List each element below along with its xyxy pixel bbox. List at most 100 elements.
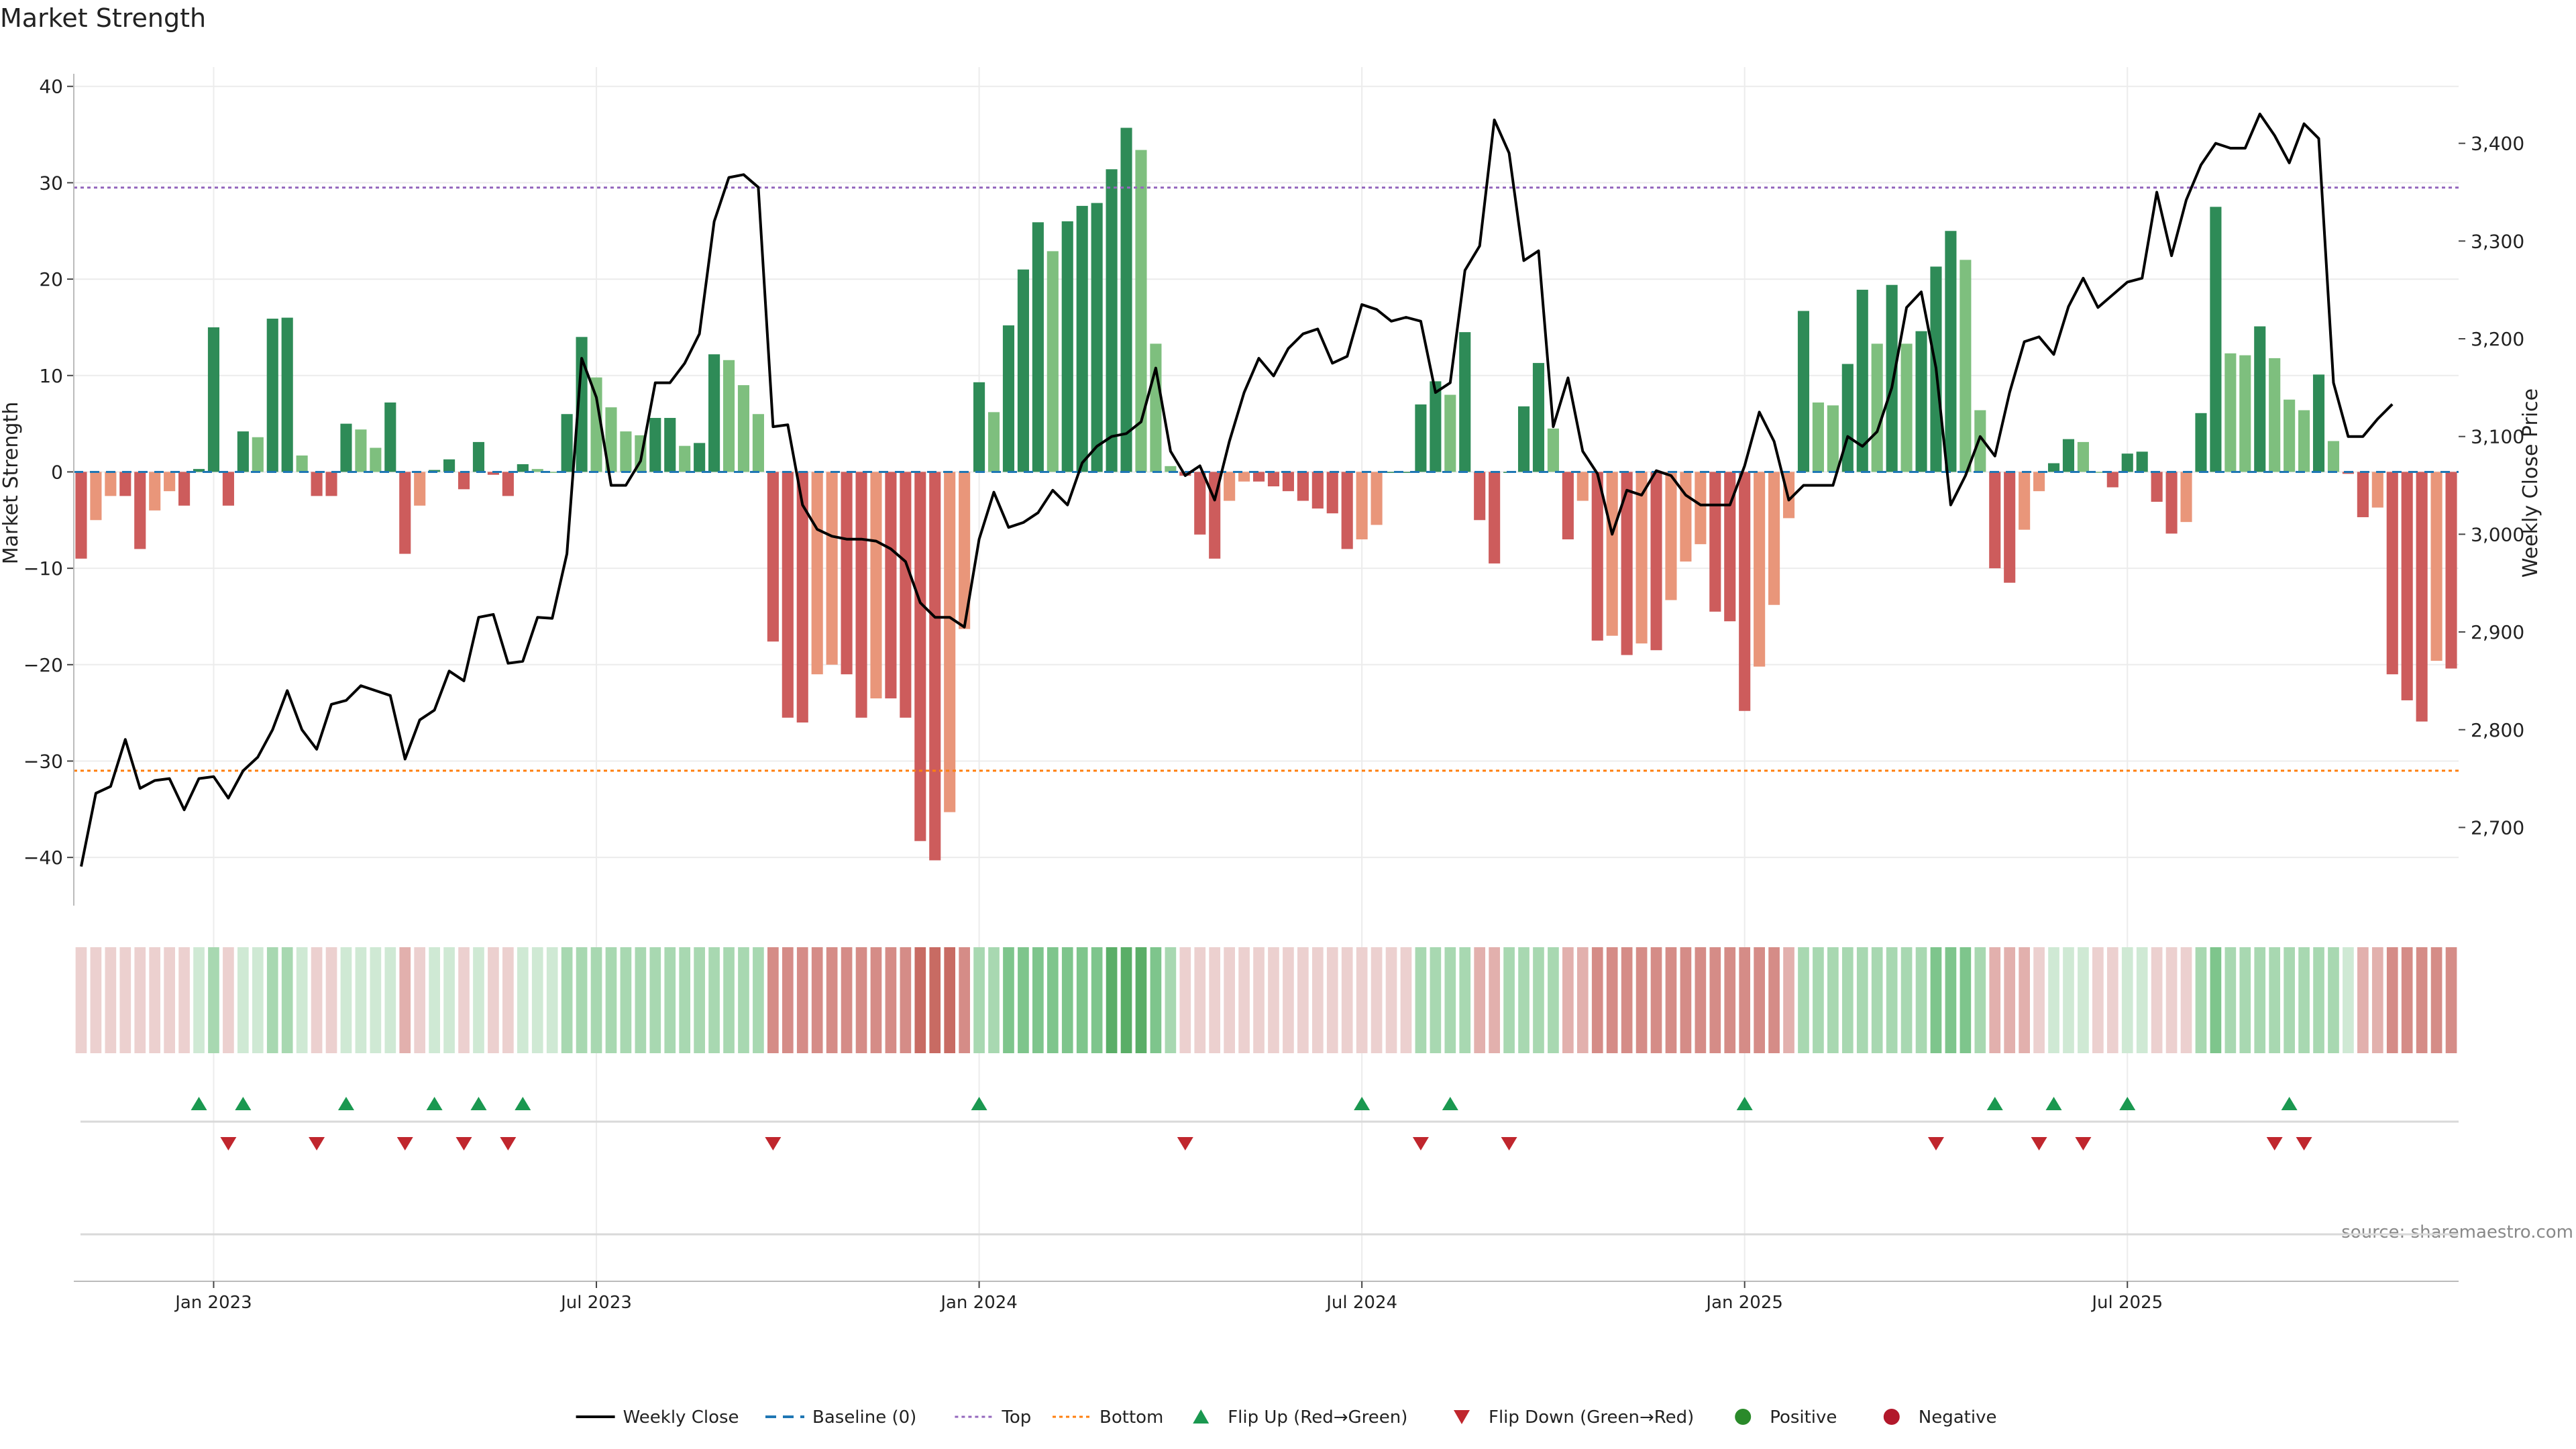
strength-bar [399,472,411,554]
heat-cell [1120,947,1132,1053]
strength-bar [1046,251,1059,472]
strength-bar [1547,428,1559,472]
flip-up-marker [337,1097,354,1110]
heat-cell [576,947,588,1053]
heat-cell [664,947,676,1053]
heat-cell [1018,947,1029,1053]
y2-tick-label: 2,700 [2471,816,2524,839]
legend-item-positive: Positive [1735,1407,1837,1428]
strength-bar [1709,472,1721,612]
heat-cell [517,947,529,1053]
strength-bar [1282,472,1294,492]
reference-lines [74,186,2459,772]
strength-bar [722,360,735,472]
heat-cell [1768,947,1780,1053]
heat-cell [738,947,749,1053]
strength-bar [2445,472,2457,669]
strength-bar [2357,472,2369,517]
heat-cell [1709,947,1721,1053]
heat-cell [1533,947,1544,1053]
heat-cell [1989,947,2001,1053]
heat-cell [796,947,808,1053]
strength-bar [164,472,176,492]
legend-label: Flip Up (Red→Green) [1228,1407,1407,1428]
heat-cell [1871,947,1883,1053]
legend-item-line: Weekly Close [576,1407,739,1428]
strength-bar [1120,127,1132,472]
heat-cell [885,947,897,1053]
strength-bar [1252,472,1265,482]
legend-swatch-negative [1883,1409,1900,1425]
heat-cell [1739,947,1751,1053]
heat-cell [90,947,102,1053]
y-tick-label: −10 [23,557,63,580]
heat-cell [281,947,293,1053]
strength-bar [193,469,205,472]
flip-up-marker [2119,1097,2136,1110]
heat-cell [620,947,632,1053]
flip-up-marker [1986,1097,2003,1110]
flip-up-marker [2045,1097,2062,1110]
heat-cell [1945,947,1957,1053]
strength-bar [1267,472,1280,486]
strength-bar [1841,364,1854,472]
heat-cell [1650,947,1662,1053]
flip-up-marker [426,1097,443,1110]
flip-down-marker [2031,1137,2047,1150]
heat-cell [914,947,926,1053]
strength-bar [2033,472,2045,492]
strength-bar [134,472,146,549]
heat-cell [870,947,882,1053]
heat-cell [2254,947,2266,1053]
heat-cell [1783,947,1794,1053]
strength-bar [105,472,117,496]
strength-bar [2136,451,2148,472]
strength-bar [1606,472,1618,636]
heat-cell [944,947,956,1053]
heat-cell [767,947,779,1053]
heat-cell [1621,947,1633,1053]
strength-bar [2430,472,2443,661]
heat-cell [1003,947,1014,1053]
heat-cell [811,947,823,1053]
y2-tick-label: 2,800 [2471,719,2524,741]
heat-cell [296,947,308,1053]
heat-cell [164,947,175,1053]
strength-bar [340,423,352,472]
heat-cell [502,947,514,1053]
heat-cell [237,947,249,1053]
strength-bar [2210,207,2222,472]
strength-bar [1635,472,1648,644]
flip-down-marker [2266,1137,2283,1150]
heat-cell [1032,947,1044,1053]
heat-cell [1224,947,1235,1053]
heat-cell [2004,947,2016,1053]
strength-bar [502,472,514,496]
y2-tick-label: 3,300 [2471,230,2524,252]
heat-cell [325,947,337,1053]
heat-cell [75,947,87,1053]
strength-bar [1827,405,1839,472]
y2-tick-label: 3,000 [2471,523,2524,545]
strength-bar [311,472,323,496]
heat-cell [605,947,617,1053]
heat-cell [1179,947,1191,1053]
strength-bar [1562,472,1574,540]
x-tick-label: Jul 2024 [1325,1293,1397,1313]
strength-bar [2224,353,2237,472]
y-axis-label: Market Strength [0,402,23,564]
strength-bar [1135,150,1147,472]
strength-bar [885,472,897,699]
strength-bar [355,429,367,472]
heat-cell [2430,947,2443,1053]
heat-cell [2401,947,2413,1053]
x-tick-label: Jan 2025 [1705,1293,1783,1313]
strength-bar [2386,472,2398,675]
strength-bar [370,447,382,472]
strength-bar [1002,325,1015,472]
heat-cell [1268,947,1279,1053]
heat-cell [1444,947,1456,1053]
heat-cell [1518,947,1529,1053]
strength-bar [1960,260,1972,472]
heat-cell [193,947,205,1053]
